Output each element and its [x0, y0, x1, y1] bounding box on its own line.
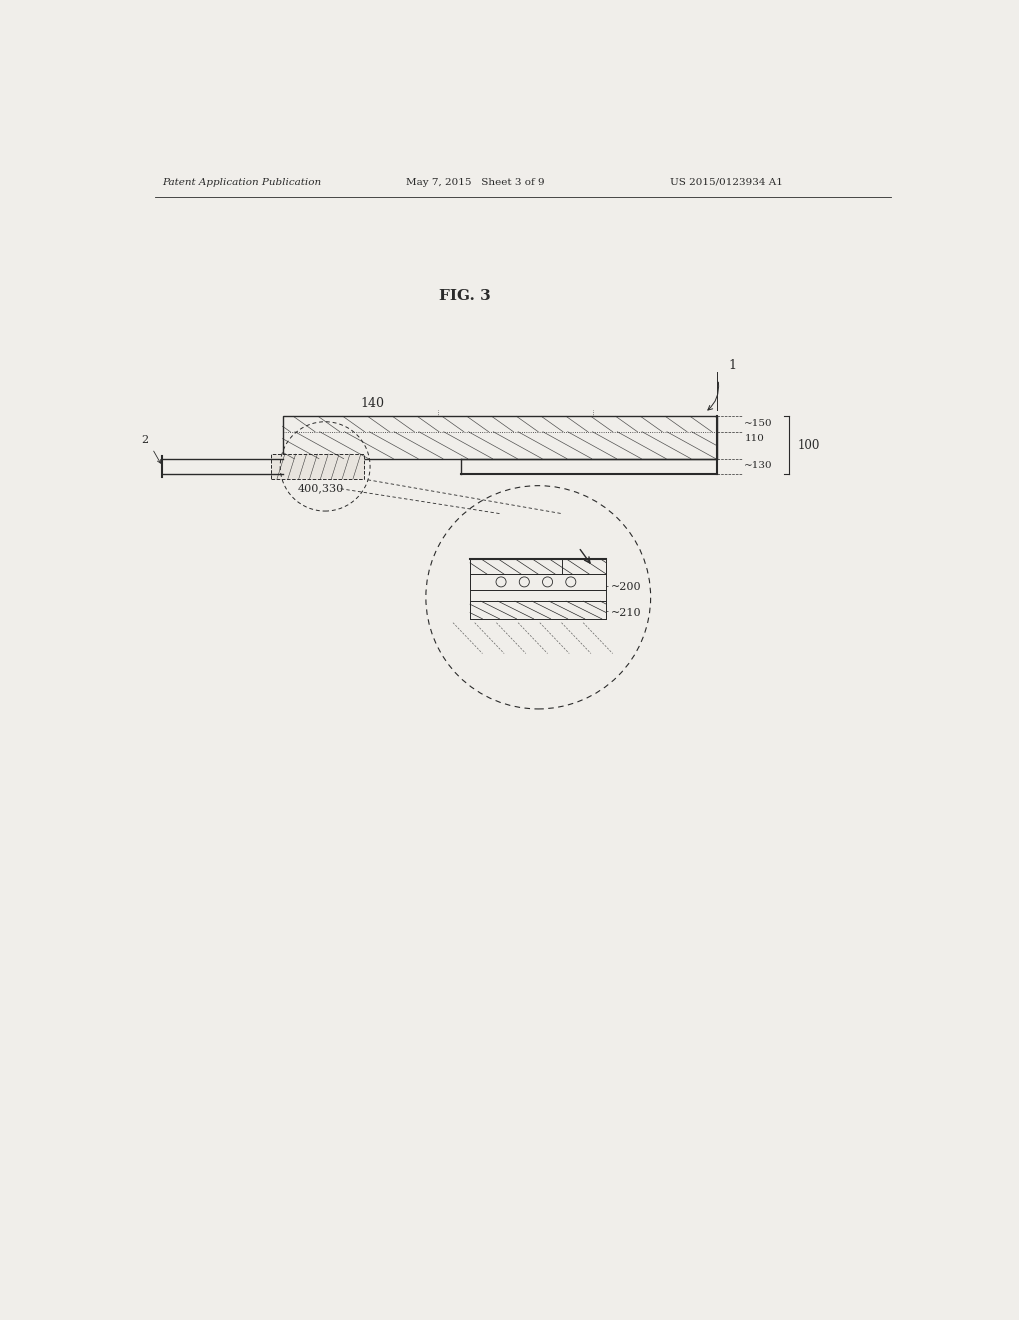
Text: US 2015/0123934 A1: US 2015/0123934 A1 [669, 178, 783, 186]
Text: 100: 100 [797, 438, 819, 451]
Bar [470, 574, 606, 590]
Text: 140: 140 [360, 397, 383, 411]
Bar [282, 416, 715, 459]
Text: ~150: ~150 [744, 418, 772, 428]
Bar [470, 558, 606, 574]
Text: ~130: ~130 [744, 461, 772, 470]
Text: Patent Application Publication: Patent Application Publication [162, 178, 321, 186]
Text: FIG. 3: FIG. 3 [438, 289, 490, 304]
Text: 110: 110 [744, 434, 763, 444]
Text: ~210: ~210 [610, 607, 641, 618]
Text: ~200: ~200 [610, 582, 641, 593]
Text: 400,330: 400,330 [298, 483, 344, 494]
Bar [271, 454, 364, 479]
Bar [470, 601, 606, 619]
Text: 2: 2 [141, 434, 148, 445]
Text: 1: 1 [728, 359, 736, 372]
Text: May 7, 2015   Sheet 3 of 9: May 7, 2015 Sheet 3 of 9 [407, 178, 544, 186]
